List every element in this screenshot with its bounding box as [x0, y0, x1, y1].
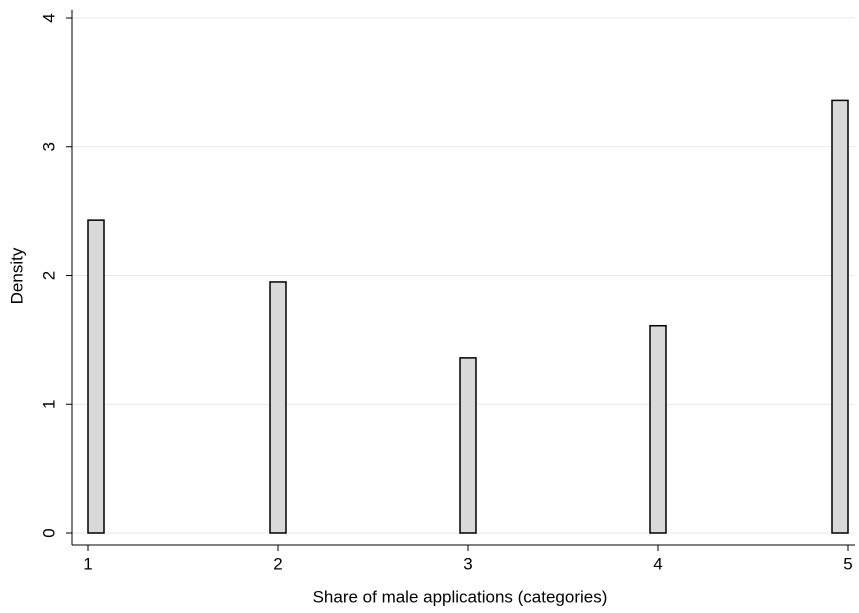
x-tick-label: 5: [843, 554, 852, 573]
y-axis-title: Density: [7, 247, 26, 304]
y-tick-label: 3: [39, 142, 58, 151]
bar: [269, 281, 287, 534]
x-tick-label: 4: [653, 554, 662, 573]
x-axis-title: Share of male applications (categories): [313, 587, 608, 606]
bar: [831, 99, 849, 534]
x-tick-label: 2: [273, 554, 282, 573]
y-tick-label: 0: [39, 528, 58, 537]
bar: [87, 219, 105, 534]
y-tick-label: 2: [39, 271, 58, 280]
y-tick-label: 4: [39, 13, 58, 22]
y-tick-label: 1: [39, 400, 58, 409]
x-tick-label: 3: [463, 554, 472, 573]
x-tick-label: 1: [83, 554, 92, 573]
bar: [649, 324, 667, 534]
bar: [459, 357, 477, 534]
